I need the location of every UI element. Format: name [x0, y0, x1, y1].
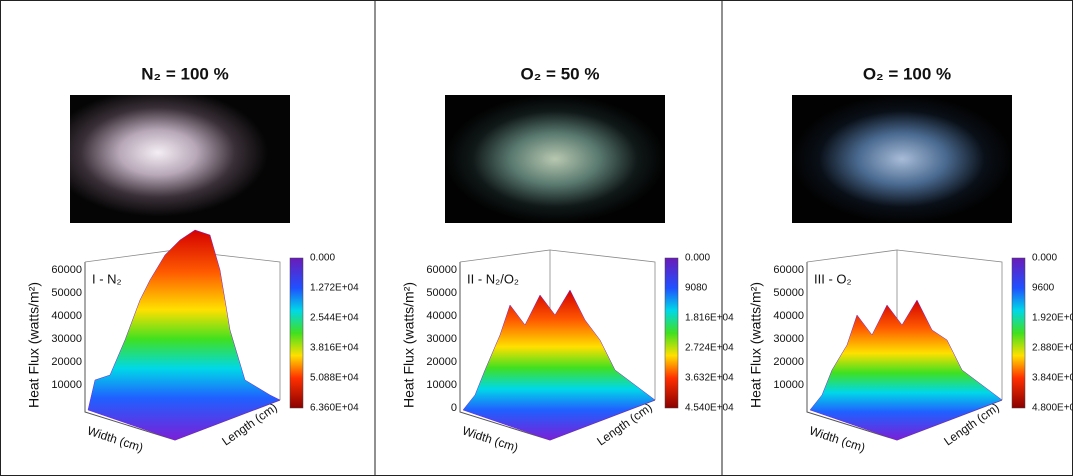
photo: [70, 95, 290, 223]
y-tick-label: 40000: [773, 310, 804, 322]
colorbar-label: 9600: [1032, 283, 1055, 294]
photo: [445, 95, 665, 223]
y-tick-label: 60000: [426, 264, 457, 276]
colorbar-label: 0.000: [1032, 253, 1057, 264]
y-tick-label: 60000: [51, 264, 82, 276]
y-tick-label: 60000: [773, 264, 804, 276]
colorbar-label: 3.840E+04: [1032, 373, 1073, 384]
y-tick-label: 50000: [426, 287, 457, 299]
colorbar-label: 3.632E+04: [685, 373, 734, 384]
y-tick-label: 40000: [426, 310, 457, 322]
colorbar-label: 5.088E+04: [310, 373, 359, 384]
y-tick-label: 10000: [51, 379, 82, 391]
y-tick-label: 50000: [773, 287, 804, 299]
heat-surface: [809, 299, 1003, 441]
colorbar-label: 1.272E+04: [310, 283, 359, 294]
colorbar-label: 2.544E+04: [310, 313, 359, 324]
colorbar-label: 3.816E+04: [310, 343, 359, 354]
y-axis-label: Heat Flux (watts/m²): [26, 282, 42, 408]
y-tick-label: 40000: [51, 310, 82, 322]
colorbar: [289, 257, 304, 409]
colorbar: [1011, 257, 1026, 409]
plot-label: I - N₂: [92, 271, 122, 286]
y-tick-label: 10000: [426, 379, 457, 391]
y-tick-label: 20000: [426, 356, 457, 368]
colorbar-label: 2.880E+04: [1032, 343, 1073, 354]
colorbar-label: 2.724E+04: [685, 343, 734, 354]
colorbar-label: 0.000: [310, 253, 335, 264]
y-tick-label: 30000: [773, 333, 804, 345]
y-axis-label: Heat Flux (watts/m²): [748, 282, 764, 408]
heat-surface: [87, 229, 281, 441]
panel-title: O₂ = 100 %: [863, 64, 951, 83]
colorbar-label: 0.000: [685, 253, 710, 264]
colorbar-label: 4.540E+04: [685, 403, 734, 414]
y-tick-label: 20000: [51, 356, 82, 368]
panel-title: N₂ = 100 %: [141, 64, 228, 83]
axis-wall: [549, 249, 656, 400]
photo: [792, 95, 1012, 223]
panel-title: O₂ = 50 %: [521, 64, 600, 83]
colorbar-label: 4.800E+04: [1032, 403, 1073, 414]
y-tick-label: 50000: [51, 287, 82, 299]
y-tick-label: 30000: [51, 333, 82, 345]
colorbar-label: 1.816E+04: [685, 313, 734, 324]
plot-label: III - O₂: [814, 271, 852, 286]
colorbar-label: 6.360E+04: [310, 403, 359, 414]
y-tick-label: 30000: [426, 333, 457, 345]
colorbar-label: 9080: [685, 283, 708, 294]
colorbar: [664, 257, 679, 409]
heat-surface: [462, 289, 656, 441]
colorbar-label: 1.920E+04: [1032, 313, 1073, 324]
y-axis-label: Heat Flux (watts/m²): [401, 282, 417, 408]
y-tick-label: 0: [451, 402, 457, 414]
axis-wall: [896, 249, 1003, 400]
y-tick-label: 10000: [773, 379, 804, 391]
plot-label: II - N₂/O₂: [467, 271, 519, 286]
y-tick-label: 20000: [773, 356, 804, 368]
